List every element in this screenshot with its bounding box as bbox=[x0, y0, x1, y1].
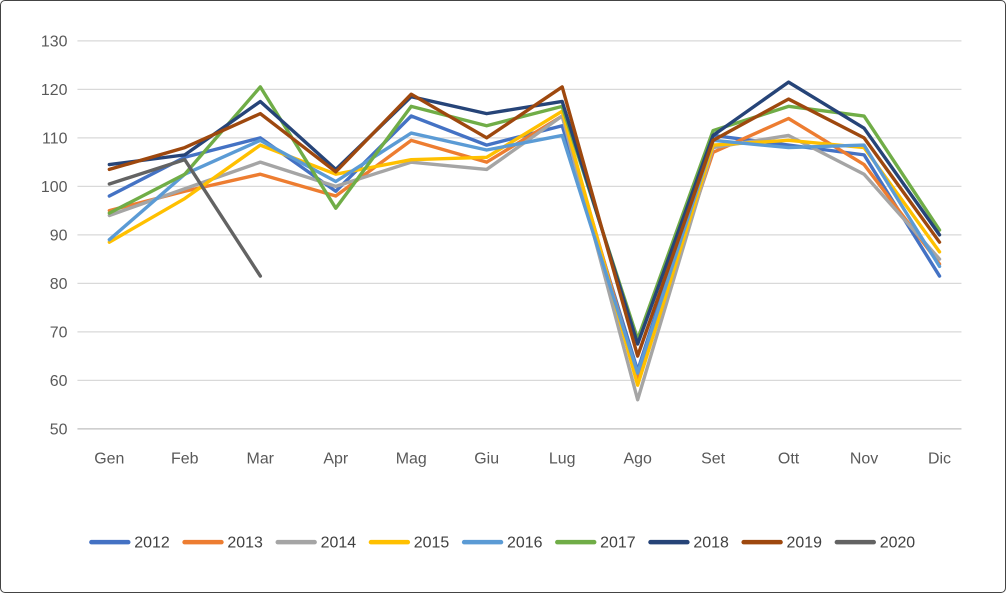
legend-item-2015: 2015 bbox=[368, 535, 450, 552]
x-tick-label: Mag bbox=[396, 450, 427, 467]
y-tick-label: 50 bbox=[50, 421, 68, 438]
series-line-2016 bbox=[107, 131, 942, 375]
legend-item-2019: 2019 bbox=[741, 535, 823, 552]
legend-label-2019: 2019 bbox=[787, 535, 823, 552]
legend-label-2013: 2013 bbox=[227, 535, 263, 552]
legend-label-2014: 2014 bbox=[321, 535, 357, 552]
y-tick-label: 90 bbox=[50, 227, 68, 244]
series-line-2014 bbox=[107, 114, 942, 402]
legend-label-2012: 2012 bbox=[134, 535, 170, 552]
x-tick-label: Apr bbox=[323, 450, 348, 467]
legend-item-2018: 2018 bbox=[648, 535, 729, 552]
x-tick-label: Lug bbox=[549, 450, 576, 467]
x-tick-label: Ago bbox=[623, 450, 651, 467]
y-tick-label: 80 bbox=[50, 276, 68, 293]
series-line-2015 bbox=[107, 109, 942, 387]
legend-item-2020: 2020 bbox=[834, 535, 916, 552]
x-tick-label: Nov bbox=[850, 450, 878, 467]
legend-item-2014: 2014 bbox=[275, 535, 357, 552]
x-tick-label: Mar bbox=[247, 450, 275, 467]
legend-label-2016: 2016 bbox=[507, 535, 543, 552]
series-line-2017 bbox=[107, 85, 942, 341]
legend-item-2013: 2013 bbox=[182, 535, 263, 552]
x-axis-labels: Gen Feb Mar Apr Mag Giu Lug Ago Set Ott Nov Dic bbox=[94, 450, 951, 467]
series-line-2019 bbox=[107, 85, 942, 358]
y-tick-label: 60 bbox=[50, 373, 68, 390]
y-tick-label: 130 bbox=[41, 33, 68, 50]
legend-label-2018: 2018 bbox=[693, 535, 729, 552]
series-line-2013 bbox=[107, 114, 942, 380]
x-tick-label: Gen bbox=[94, 450, 124, 467]
y-tick-label: 120 bbox=[41, 82, 68, 99]
legend-item-2016: 2016 bbox=[461, 535, 543, 552]
legend: 2012 2013 2014 2015 2016 2017 2018 2019 2020 bbox=[89, 535, 916, 552]
legend-label-2015: 2015 bbox=[414, 535, 450, 552]
x-tick-label: Feb bbox=[171, 450, 199, 467]
legend-item-2012: 2012 bbox=[89, 535, 170, 552]
x-tick-label: Set bbox=[701, 450, 725, 467]
y-tick-label: 100 bbox=[41, 179, 68, 196]
x-tick-label: Ott bbox=[778, 450, 800, 467]
legend-item-2017: 2017 bbox=[555, 535, 636, 552]
legend-label-2020: 2020 bbox=[880, 535, 916, 552]
y-tick-label: 110 bbox=[42, 130, 68, 147]
x-tick-label: Dic bbox=[928, 450, 951, 467]
x-tick-label: Giu bbox=[474, 450, 499, 467]
series-line-2018 bbox=[107, 80, 942, 346]
series-line-2020 bbox=[107, 157, 263, 278]
y-axis-labels: 50 60 70 80 90 100 110 120 130 bbox=[41, 33, 68, 438]
gridlines bbox=[77, 40, 962, 430]
y-tick-label: 70 bbox=[50, 324, 68, 341]
legend-label-2017: 2017 bbox=[600, 535, 636, 552]
